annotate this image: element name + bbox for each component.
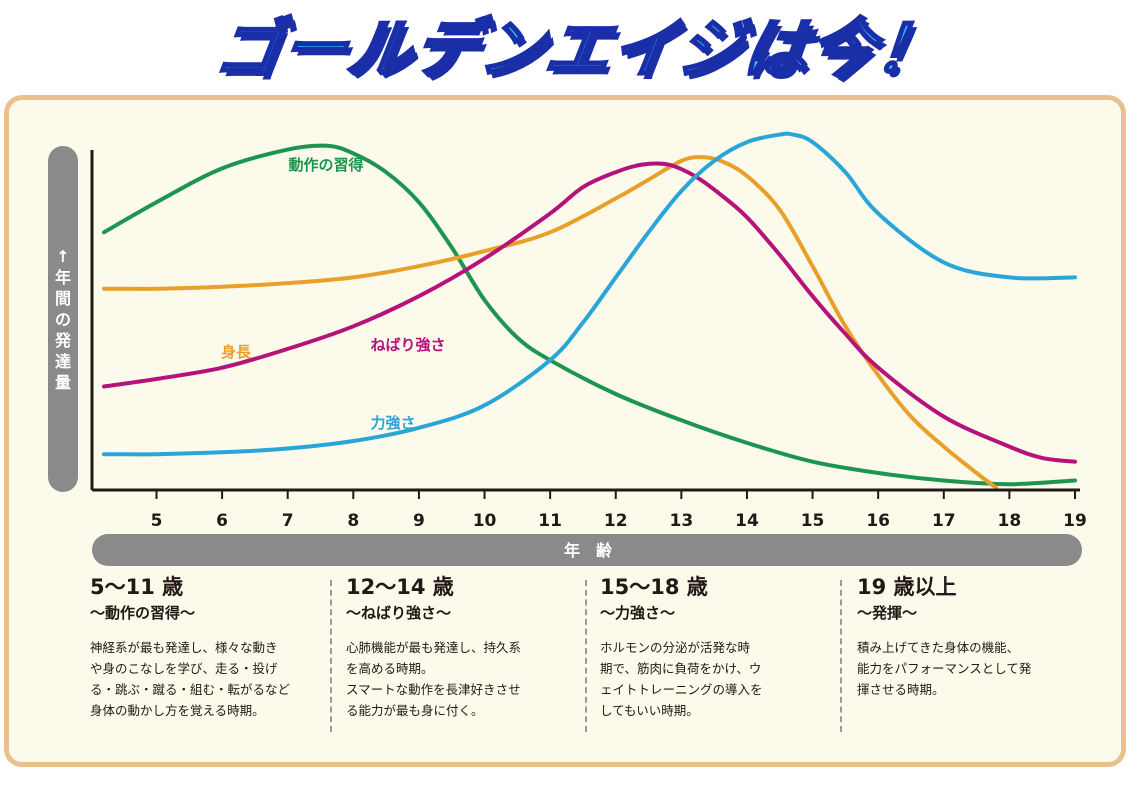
period-heading: 19 歳以上 [857, 575, 957, 599]
y-axis-label-background [48, 146, 78, 492]
column-divider [330, 580, 332, 732]
x-tick-label: 17 [932, 511, 956, 531]
series-line-2 [102, 155, 999, 490]
column-divider [585, 580, 587, 732]
period-body: ホルモンの分泌が活発な時 期で、筋肉に負荷をかけ、ウ ェイトトレーニングの導入を… [600, 640, 763, 718]
x-tick-label: 8 [347, 511, 359, 531]
y-axis-label-char: ↑ [56, 247, 69, 266]
series-label-1: 動作の習得 [288, 156, 363, 174]
x-tick-label: 11 [538, 511, 562, 531]
x-axis-label-pill: 年 齢 [92, 534, 1082, 566]
period-heading: 12〜14 歳 [346, 575, 454, 599]
period-subheading: 〜発揮〜 [857, 604, 918, 622]
axis-layer [90, 150, 1080, 499]
series-label-4: 力強さ [370, 414, 415, 432]
series-label-2: 身長 [221, 343, 252, 361]
y-axis-label-char: 量 [55, 373, 71, 392]
period-body: 積み上げてきた身体の機能、 能力をパフォーマンスとして発 揮させる時期。 [857, 640, 1032, 697]
series-line-4 [102, 131, 1077, 457]
y-axis-label-char: 達 [55, 352, 71, 371]
period-subheading: 〜力強さ〜 [600, 604, 676, 622]
x-tick-label: 14 [735, 511, 759, 531]
x-tick-label: 6 [216, 511, 228, 531]
period-body: 神経系が最も発達し、様々な動き や身のこなしを学び、走る・投げ る・跳ぶ・蹴る・… [90, 640, 291, 718]
x-tick-label: 7 [282, 511, 294, 531]
x-tick-label: 9 [413, 511, 425, 531]
period-heading: 5〜11 歳 [90, 575, 184, 599]
period-subheading: 〜ねばり強さ〜 [346, 604, 452, 622]
x-tick-label: 16 [866, 511, 890, 531]
period-15-18: 15〜18 歳 〜力強さ〜 ホルモンの分泌が活発な時 期で、筋肉に負荷をかけ、ウ… [600, 574, 840, 721]
chart-panel [4, 95, 1126, 767]
period-subheading: 〜動作の習得〜 [90, 604, 196, 622]
x-tick-label: 13 [670, 511, 694, 531]
x-tick-label: 15 [801, 511, 825, 531]
period-5-11: 5〜11 歳 〜動作の習得〜 神経系が最も発達し、様々な動き や身のこなしを学び… [90, 574, 330, 721]
x-tick-label: 12 [604, 511, 628, 531]
x-tick-label: 18 [998, 511, 1022, 531]
x-tick-label: 10 [473, 511, 497, 531]
x-axis-label: 年 齢 [564, 541, 613, 560]
period-heading: 15〜18 歳 [600, 575, 708, 599]
x-tick-label: 5 [151, 511, 163, 531]
y-axis-label-char: の [55, 310, 71, 329]
series-line-3 [102, 161, 1077, 464]
x-tick-labels: 5 6 7 8 9 10 11 12 13 14 15 16 17 18 19 [151, 511, 1087, 531]
period-12-14: 12〜14 歳 〜ねばり強さ〜 心肺機能が最も発達し、持久系 を高める時期。 ス… [346, 574, 586, 721]
series-label-3: ねばり強さ [370, 336, 445, 354]
y-axis-label-char: 年 [55, 268, 71, 287]
x-tick-label: 19 [1063, 511, 1087, 531]
series-layer [102, 131, 1077, 490]
period-body: 心肺機能が最も発達し、持久系 を高める時期。 スマートな動作を長津好きさせ る能… [346, 640, 522, 718]
period-19-plus: 19 歳以上 〜発揮〜 積み上げてきた身体の機能、 能力をパフォーマンスとして発… [857, 574, 1097, 700]
x-axis-label-background [92, 534, 1082, 566]
column-divider [840, 580, 842, 732]
y-axis-label-char: 間 [55, 289, 71, 308]
series-line-1 [102, 143, 1077, 487]
y-axis-label-char: 発 [54, 331, 72, 350]
